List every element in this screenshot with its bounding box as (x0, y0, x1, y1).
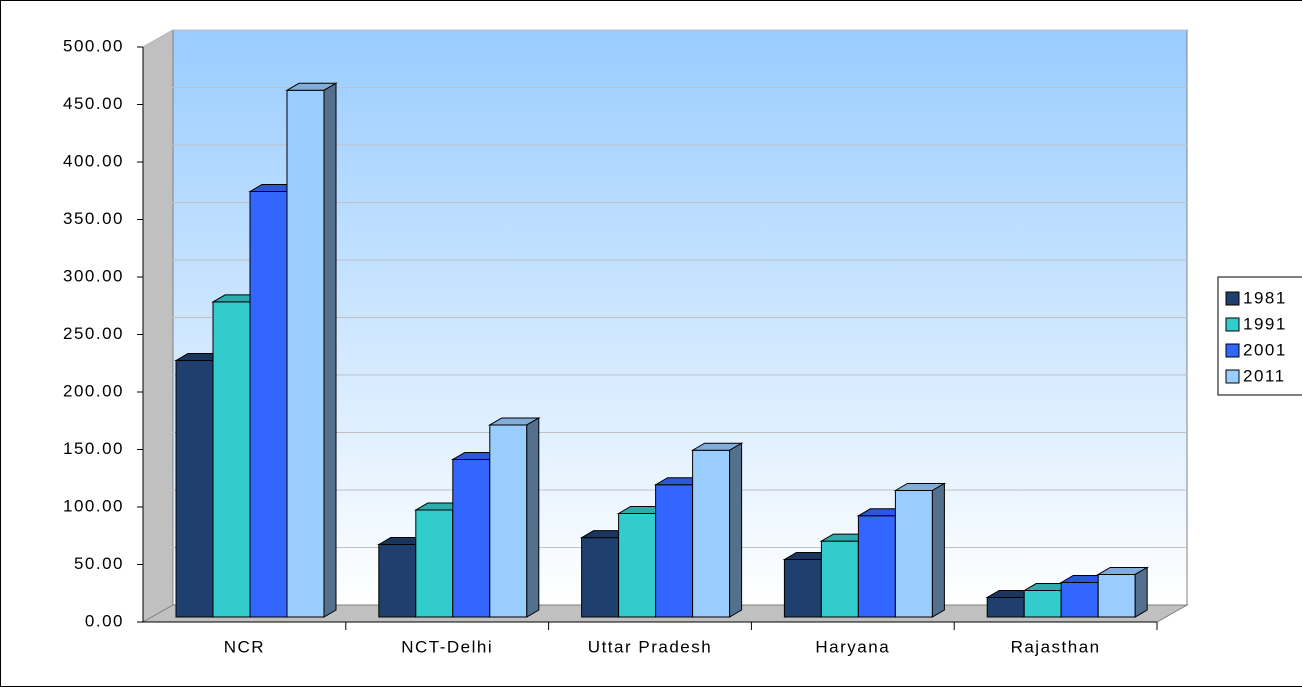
bar-side (729, 442, 743, 618)
bar-front (857, 515, 896, 618)
bar-front (655, 484, 694, 618)
y-tick-label: 300.00 (63, 266, 124, 285)
legend-swatch (1225, 291, 1240, 306)
legend-swatch (1225, 343, 1240, 358)
y-tick-label: 400.00 (63, 151, 124, 170)
bar-front (783, 559, 822, 618)
y-tick-label: 200.00 (63, 381, 124, 400)
y-tick-label: 150.00 (63, 439, 124, 458)
bar-front (692, 449, 731, 618)
bar-front (249, 191, 288, 618)
x-tick-label: NCR (224, 637, 265, 656)
y-tick-label: 500.00 (63, 36, 124, 55)
grid-line (142, 432, 1187, 450)
bar (1096, 566, 1150, 618)
bar (893, 482, 947, 618)
grid-line (142, 144, 1187, 163)
bar-front (175, 360, 214, 618)
bar (487, 417, 541, 618)
bar-front (452, 458, 491, 618)
y-tick-label: 50.00 (74, 554, 124, 573)
y-tick-label: 350.00 (63, 209, 124, 228)
x-tick-label: Haryana (815, 637, 890, 656)
grid-line (142, 259, 1187, 278)
bar-front (1023, 590, 1062, 618)
x-tick-label: Uttar Pradesh (588, 637, 712, 656)
legend-label: 1991 (1243, 314, 1287, 333)
bar-side (1134, 566, 1148, 618)
bar-front (489, 424, 528, 618)
bar-side (526, 417, 540, 618)
bar-side (323, 82, 337, 618)
legend-label: 2001 (1243, 340, 1287, 359)
bar-front (212, 301, 251, 618)
bar-front (894, 490, 933, 618)
bar-front (1097, 573, 1136, 618)
bar (690, 442, 744, 618)
legend-label: 1981 (1243, 288, 1287, 307)
bar-front (618, 513, 657, 618)
y-tick-label: 250.00 (63, 324, 124, 343)
bar (285, 82, 338, 618)
bar-front (581, 537, 620, 618)
grid-line (142, 29, 1187, 48)
bar-front (986, 596, 1025, 618)
grid-line (142, 489, 1187, 508)
grid-line (142, 374, 1187, 393)
bar-front (415, 509, 454, 618)
grid-line (142, 87, 1187, 105)
x-tick-label: Rajasthan (1011, 637, 1101, 656)
grid-line (142, 317, 1187, 335)
bar-front (286, 89, 325, 618)
legend-swatch (1225, 369, 1240, 384)
legend-swatch (1225, 317, 1240, 332)
y-tick-label: 100.00 (63, 496, 124, 515)
y-tick-label: 0.00 (85, 611, 124, 630)
y-tick-label: 450.00 (63, 94, 124, 113)
grid-line (142, 202, 1187, 220)
bar-front (820, 540, 859, 618)
legend-label: 2011 (1243, 366, 1286, 385)
bar-side (931, 482, 945, 618)
bar-front (1060, 582, 1099, 618)
bar-front (378, 544, 417, 618)
x-tick-label: NCT-Delhi (401, 637, 493, 656)
